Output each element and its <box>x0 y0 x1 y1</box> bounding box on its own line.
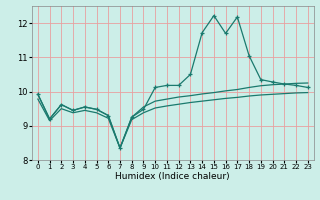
X-axis label: Humidex (Indice chaleur): Humidex (Indice chaleur) <box>116 172 230 181</box>
